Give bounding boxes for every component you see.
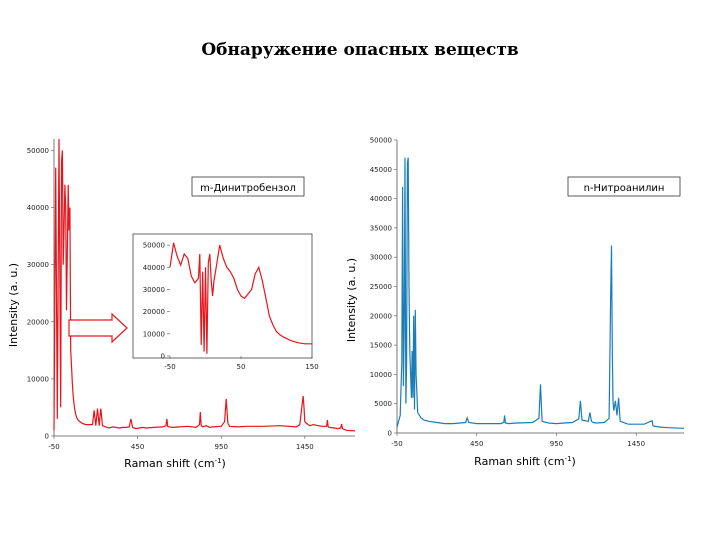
- left-x-tick-labels: -50 450 950 1450: [48, 436, 314, 451]
- left-legend: m-Динитробензол: [191, 176, 305, 197]
- left-x-axis-label-sup: -1: [215, 457, 222, 465]
- right-x-tick-labels: -50 450 950 1450: [391, 433, 645, 448]
- x-tick-label: 950: [550, 440, 563, 448]
- left-legend-box: [191, 176, 305, 197]
- y-tick-label: 20000: [370, 312, 392, 320]
- inset-y-tick-labels: 0 10000 20000 30000 40000 50000: [143, 242, 170, 361]
- right-y-tick-labels: 0 5000 10000 15000 20000 25000 30000 35000 40000…: [370, 137, 397, 438]
- y-tick-label: 35000: [370, 224, 392, 232]
- left-legend-label: m-Динитробензол: [200, 183, 296, 194]
- left-x-axis-label-main: Raman shift (cm: [124, 457, 214, 470]
- left-x-axis-label: Raman shift (cm-1): [124, 457, 226, 470]
- zoom-arrow-shape: [68, 312, 128, 344]
- y-tick-label: 10000: [143, 330, 165, 338]
- right-x-axis-label-main: Raman shift (cm: [474, 455, 564, 468]
- x-tick-label: 150: [305, 363, 318, 371]
- x-tick-label: -50: [391, 440, 402, 448]
- left-x-axis-label-end: ): [222, 457, 226, 470]
- right-y-axis-label: Intensity (a. u.): [345, 258, 358, 342]
- x-tick-label: 950: [215, 443, 228, 451]
- right-x-axis-label: Raman shift (cm-1): [474, 455, 576, 468]
- y-tick-label: 30000: [27, 261, 49, 269]
- y-tick-label: 50000: [370, 137, 392, 145]
- inset-chart: 0 10000 20000 30000 40000 50000 -50 50 150: [132, 233, 319, 371]
- inset-series-line: [169, 242, 312, 354]
- y-tick-label: 0: [161, 353, 165, 361]
- y-tick-label: 30000: [143, 286, 165, 294]
- y-tick-label: 40000: [370, 195, 392, 203]
- y-tick-label: 0: [388, 430, 392, 438]
- nitroaniline-chart: 0 5000 10000 15000 20000 25000 30000 35000 40000…: [345, 137, 685, 468]
- right-x-axis-label-sup: -1: [565, 455, 572, 463]
- y-tick-label: 5000: [374, 400, 392, 408]
- dinitrobenzene-series-line: [53, 138, 356, 432]
- y-tick-label: 40000: [143, 264, 165, 272]
- zoom-arrow: [68, 312, 128, 344]
- right-legend: n-Нитроанилин: [567, 176, 681, 197]
- y-tick-label: 30000: [370, 254, 392, 262]
- y-tick-label: 20000: [27, 318, 49, 326]
- y-tick-label: 0: [45, 433, 49, 441]
- y-tick-label: 10000: [370, 371, 392, 379]
- left-y-tick-labels: 0 10000 20000 30000 40000 50000: [27, 147, 54, 441]
- inset-frame: [132, 233, 313, 359]
- right-x-axis-label-end: ): [572, 455, 576, 468]
- right-legend-box: [567, 176, 681, 197]
- y-tick-label: 45000: [370, 166, 392, 174]
- x-tick-label: 1450: [296, 443, 314, 451]
- right-legend-label: n-Нитроанилин: [584, 183, 665, 194]
- y-tick-label: 50000: [143, 242, 165, 250]
- dinitrobenzene-chart: 0 10000 20000 30000 40000 50000 -50 450 950 1450…: [7, 138, 356, 470]
- left-y-axis-label: Intensity (a. u.): [7, 263, 20, 347]
- slide-title: Обнаружение опасных веществ: [201, 40, 519, 60]
- y-tick-label: 25000: [370, 283, 392, 291]
- x-tick-label: 1450: [627, 440, 645, 448]
- y-tick-label: 50000: [27, 147, 49, 155]
- x-tick-label: -50: [48, 443, 59, 451]
- y-tick-label: 10000: [27, 375, 49, 383]
- nitroaniline-series-line: [396, 157, 685, 429]
- x-tick-label: 450: [470, 440, 483, 448]
- x-tick-label: 50: [237, 363, 246, 371]
- y-tick-label: 20000: [143, 308, 165, 316]
- y-tick-label: 15000: [370, 342, 392, 350]
- inset-x-tick-labels: -50 50 150: [164, 356, 319, 371]
- x-tick-label: 450: [131, 443, 144, 451]
- y-tick-label: 40000: [27, 204, 49, 212]
- x-tick-label: -50: [164, 363, 175, 371]
